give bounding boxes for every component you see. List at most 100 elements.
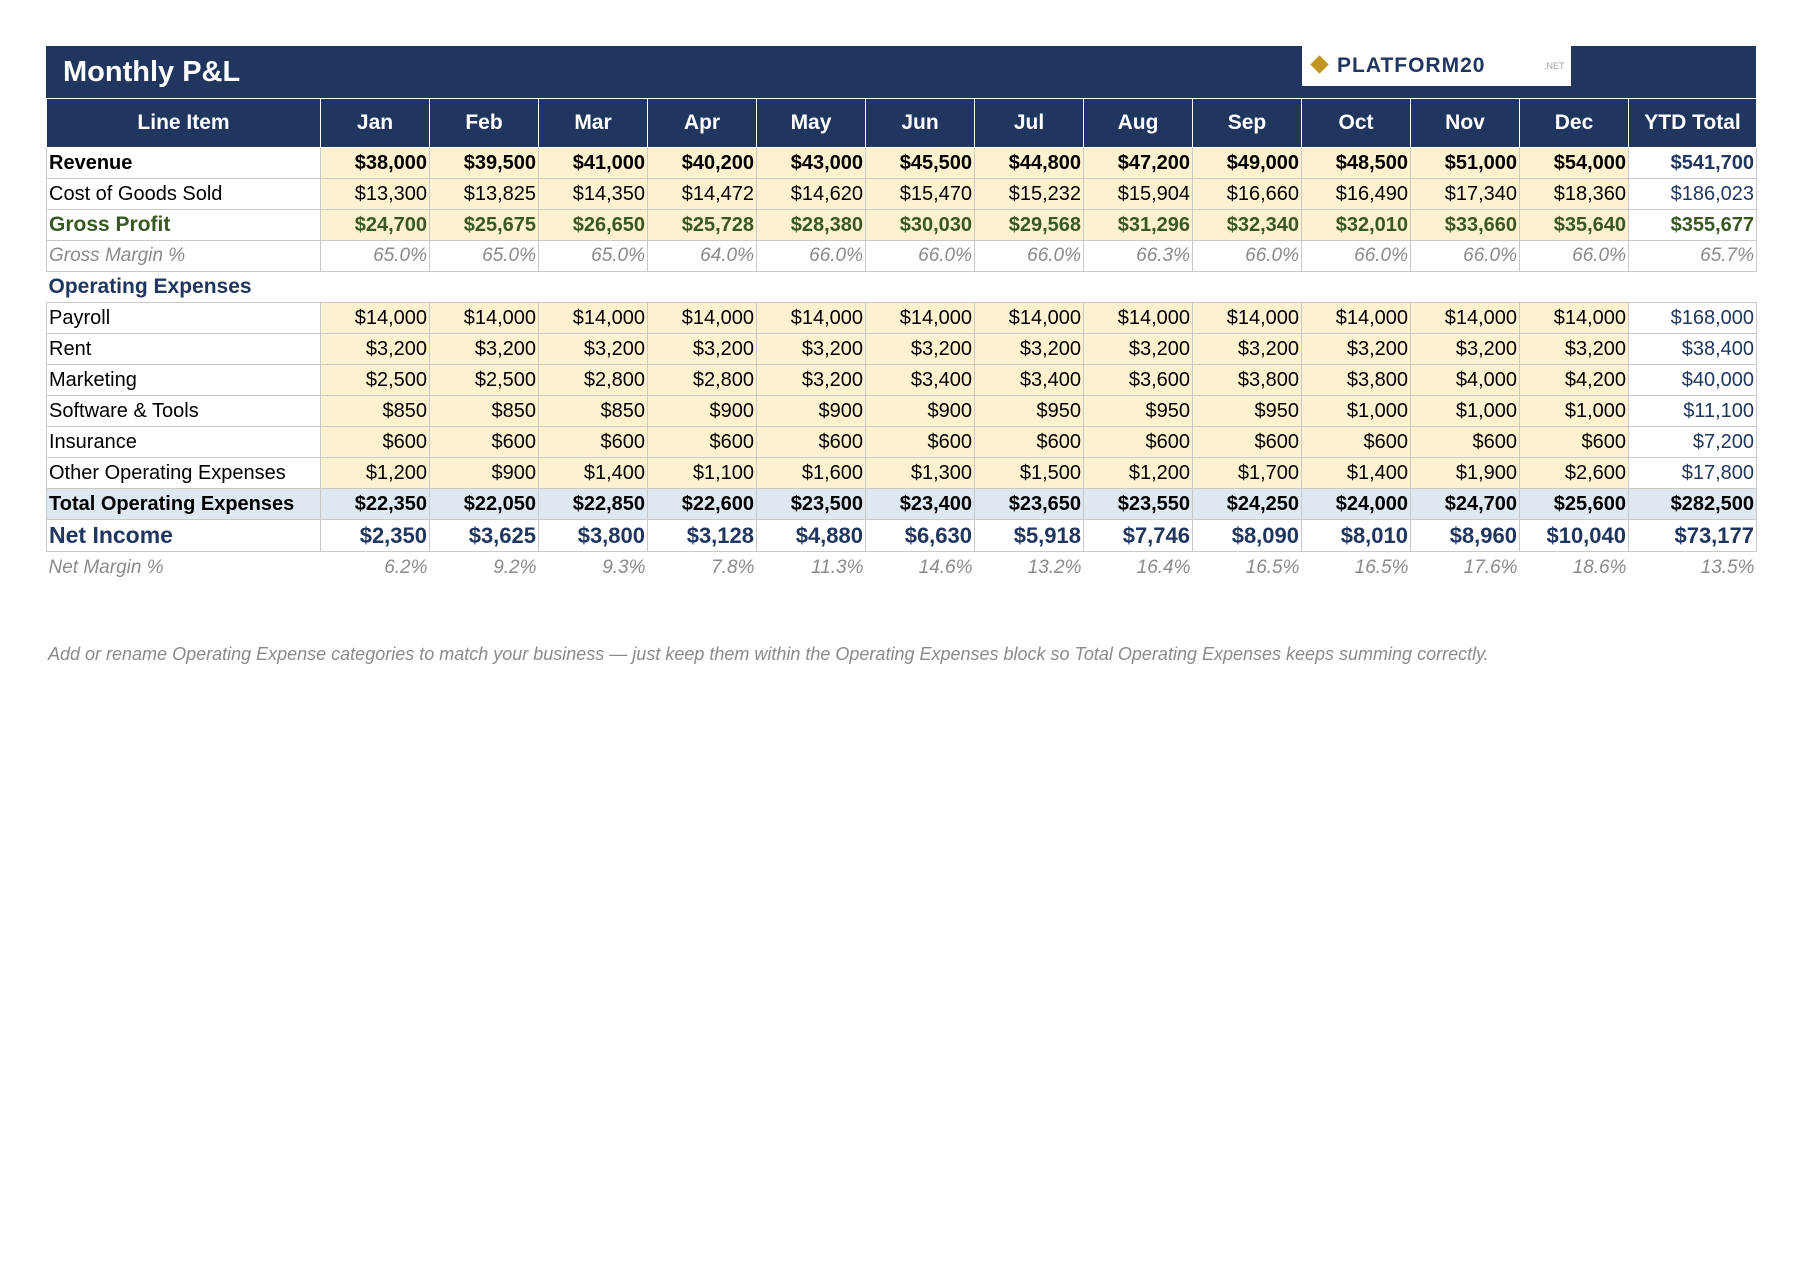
month-cell[interactable]: $600: [1519, 426, 1629, 458]
month-cell[interactable]: $7,746: [1083, 519, 1193, 552]
month-cell[interactable]: $3,200: [1519, 333, 1629, 365]
month-cell[interactable]: $1,400: [1301, 457, 1411, 489]
month-cell[interactable]: $45,500: [865, 147, 975, 179]
month-cell[interactable]: $51,000: [1410, 147, 1520, 179]
month-cell[interactable]: $24,700: [320, 209, 430, 241]
month-cell[interactable]: $14,000: [865, 302, 975, 334]
month-cell[interactable]: 66.0%: [865, 240, 975, 272]
month-cell[interactable]: $47,200: [1083, 147, 1193, 179]
month-cell[interactable]: $32,010: [1301, 209, 1411, 241]
month-cell[interactable]: 16.5%: [1301, 551, 1411, 584]
month-cell[interactable]: $1,100: [647, 457, 757, 489]
month-cell[interactable]: $22,050: [429, 488, 539, 520]
month-cell[interactable]: $23,550: [1083, 488, 1193, 520]
month-cell[interactable]: $1,400: [538, 457, 648, 489]
month-cell[interactable]: $38,000: [320, 147, 430, 179]
month-cell[interactable]: $3,800: [538, 519, 648, 552]
month-cell[interactable]: $14,000: [974, 302, 1084, 334]
month-cell[interactable]: $900: [647, 395, 757, 427]
month-cell[interactable]: $950: [1083, 395, 1193, 427]
month-cell[interactable]: 18.6%: [1519, 551, 1629, 584]
month-cell[interactable]: $3,200: [1301, 333, 1411, 365]
month-cell[interactable]: $29,568: [974, 209, 1084, 241]
month-cell[interactable]: $2,350: [320, 519, 430, 552]
month-cell[interactable]: $25,675: [429, 209, 539, 241]
month-cell[interactable]: $600: [974, 426, 1084, 458]
month-cell[interactable]: $900: [429, 457, 539, 489]
month-cell[interactable]: $1,000: [1519, 395, 1629, 427]
month-cell[interactable]: $6,630: [865, 519, 975, 552]
month-cell[interactable]: $3,600: [1083, 364, 1193, 396]
month-cell[interactable]: 11.3%: [756, 551, 866, 584]
month-cell[interactable]: 16.5%: [1192, 551, 1302, 584]
month-cell[interactable]: $32,340: [1192, 209, 1302, 241]
month-cell[interactable]: $5,918: [974, 519, 1084, 552]
month-cell[interactable]: $3,200: [865, 333, 975, 365]
month-cell[interactable]: $3,200: [1192, 333, 1302, 365]
month-cell[interactable]: $600: [320, 426, 430, 458]
month-cell[interactable]: $850: [538, 395, 648, 427]
month-cell[interactable]: $22,850: [538, 488, 648, 520]
month-cell[interactable]: 65.0%: [429, 240, 539, 272]
month-cell[interactable]: $48,500: [1301, 147, 1411, 179]
month-cell[interactable]: $23,500: [756, 488, 866, 520]
month-cell[interactable]: $1,300: [865, 457, 975, 489]
month-cell[interactable]: $3,800: [1192, 364, 1302, 396]
month-cell[interactable]: 64.0%: [647, 240, 757, 272]
month-cell[interactable]: $8,960: [1410, 519, 1520, 552]
month-cell[interactable]: $3,400: [974, 364, 1084, 396]
month-cell[interactable]: $31,296: [1083, 209, 1193, 241]
month-cell[interactable]: 14.6%: [865, 551, 975, 584]
month-cell[interactable]: $2,600: [1519, 457, 1629, 489]
month-cell[interactable]: $14,000: [1410, 302, 1520, 334]
month-cell[interactable]: 66.3%: [1083, 240, 1193, 272]
month-cell[interactable]: $15,232: [974, 178, 1084, 210]
month-cell[interactable]: $14,000: [538, 302, 648, 334]
month-cell[interactable]: $600: [538, 426, 648, 458]
month-cell[interactable]: 9.3%: [538, 551, 648, 584]
month-cell[interactable]: $24,700: [1410, 488, 1520, 520]
month-cell[interactable]: 65.0%: [320, 240, 430, 272]
month-cell[interactable]: $3,200: [1410, 333, 1520, 365]
month-cell[interactable]: $1,600: [756, 457, 866, 489]
month-cell[interactable]: $23,650: [974, 488, 1084, 520]
month-cell[interactable]: $2,500: [429, 364, 539, 396]
month-cell[interactable]: $30,030: [865, 209, 975, 241]
month-cell[interactable]: 66.0%: [756, 240, 866, 272]
month-cell[interactable]: $3,200: [320, 333, 430, 365]
month-cell[interactable]: $1,000: [1301, 395, 1411, 427]
month-cell[interactable]: 7.8%: [647, 551, 757, 584]
month-cell[interactable]: 66.0%: [1410, 240, 1520, 272]
month-cell[interactable]: $25,728: [647, 209, 757, 241]
month-cell[interactable]: $18,360: [1519, 178, 1629, 210]
month-cell[interactable]: $15,904: [1083, 178, 1193, 210]
month-cell[interactable]: $13,825: [429, 178, 539, 210]
month-cell[interactable]: $900: [865, 395, 975, 427]
month-cell[interactable]: $44,800: [974, 147, 1084, 179]
month-cell[interactable]: $600: [1410, 426, 1520, 458]
month-cell[interactable]: $14,000: [429, 302, 539, 334]
month-cell[interactable]: $3,200: [429, 333, 539, 365]
month-cell[interactable]: $14,000: [1519, 302, 1629, 334]
month-cell[interactable]: $35,640: [1519, 209, 1629, 241]
month-cell[interactable]: $24,250: [1192, 488, 1302, 520]
month-cell[interactable]: $1,000: [1410, 395, 1520, 427]
month-cell[interactable]: 66.0%: [1301, 240, 1411, 272]
month-cell[interactable]: $2,800: [538, 364, 648, 396]
month-cell[interactable]: $40,200: [647, 147, 757, 179]
month-cell[interactable]: $600: [1083, 426, 1193, 458]
month-cell[interactable]: $1,900: [1410, 457, 1520, 489]
month-cell[interactable]: $3,200: [538, 333, 648, 365]
month-cell[interactable]: $900: [756, 395, 866, 427]
month-cell[interactable]: $14,000: [1083, 302, 1193, 334]
month-cell[interactable]: $22,350: [320, 488, 430, 520]
month-cell[interactable]: $1,200: [320, 457, 430, 489]
month-cell[interactable]: $600: [1301, 426, 1411, 458]
month-cell[interactable]: $14,000: [756, 302, 866, 334]
month-cell[interactable]: $26,650: [538, 209, 648, 241]
month-cell[interactable]: $950: [1192, 395, 1302, 427]
month-cell[interactable]: $4,000: [1410, 364, 1520, 396]
month-cell[interactable]: $22,600: [647, 488, 757, 520]
month-cell[interactable]: $600: [647, 426, 757, 458]
month-cell[interactable]: 9.2%: [429, 551, 539, 584]
